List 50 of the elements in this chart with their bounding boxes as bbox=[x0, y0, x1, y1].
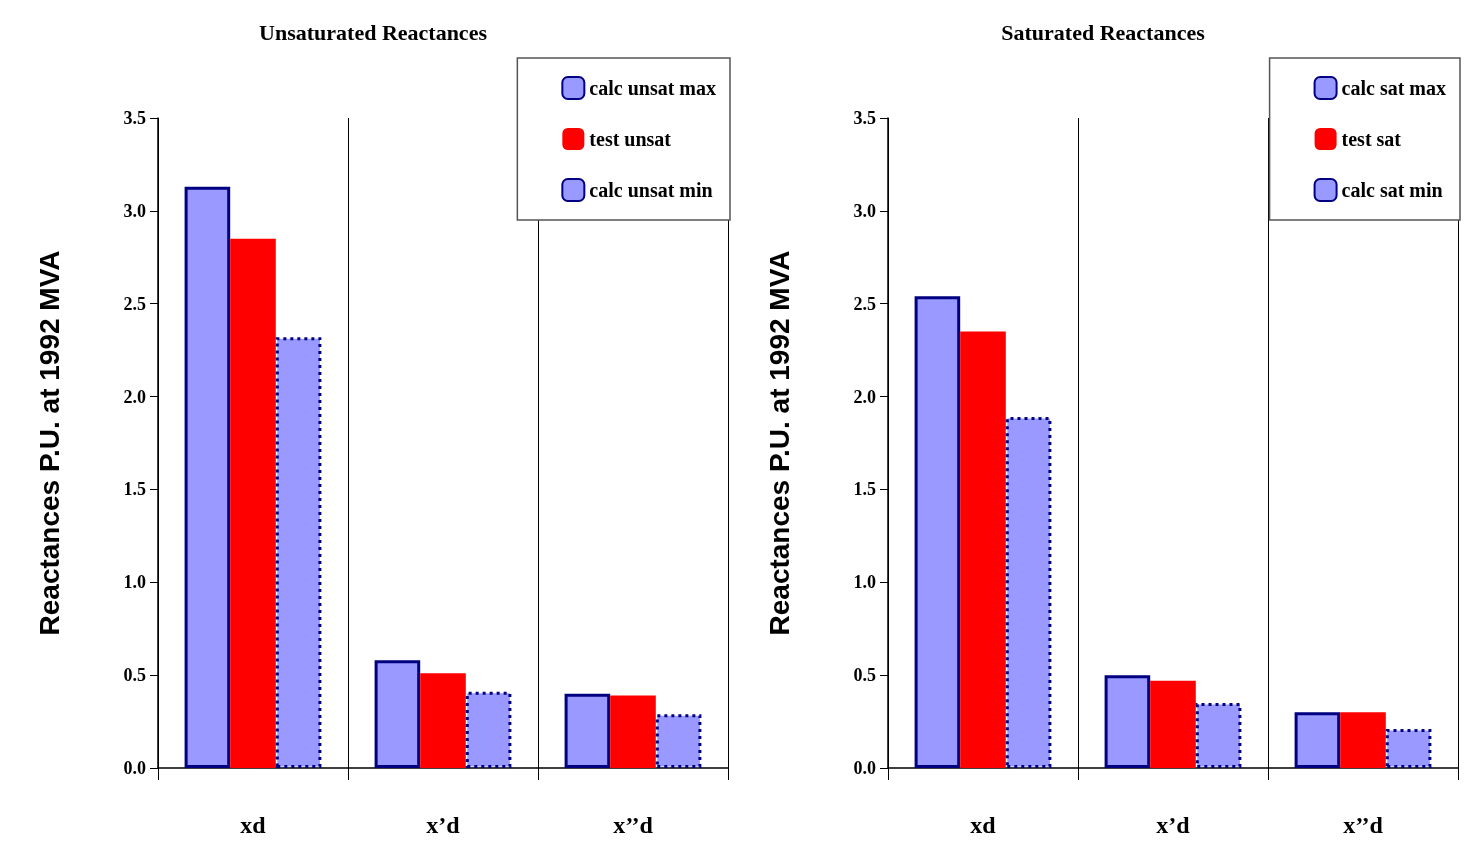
x-tick-label: xd bbox=[970, 812, 997, 838]
y-axis-title: Reactances P.U. at 1992 MVA bbox=[33, 250, 65, 636]
x-tick-label: xd bbox=[240, 812, 267, 838]
legend-label: calc sat min bbox=[1341, 179, 1443, 201]
bar bbox=[1104, 675, 1151, 768]
y-tick-label: 2.0 bbox=[853, 386, 876, 407]
y-tick-label: 2.5 bbox=[853, 293, 876, 314]
y-tick-label: 2.0 bbox=[123, 386, 146, 407]
legend-label: calc sat max bbox=[1341, 77, 1447, 99]
y-tick-label: 0.5 bbox=[853, 665, 876, 686]
y-tick-label: 1.0 bbox=[123, 572, 146, 593]
y-tick-label: 1.5 bbox=[123, 479, 146, 500]
bar bbox=[960, 331, 1006, 768]
bar bbox=[564, 693, 611, 768]
chart-title: Unsaturated Reactances bbox=[259, 19, 488, 45]
legend-label: test sat bbox=[1341, 128, 1402, 150]
bar bbox=[1294, 712, 1341, 768]
legend-label: calc unsat max bbox=[589, 77, 717, 99]
bar bbox=[374, 660, 421, 768]
y-tick-label: 2.5 bbox=[123, 293, 146, 314]
y-tick-label: 3.5 bbox=[123, 108, 146, 128]
x-tick-label: x’’d bbox=[1343, 812, 1384, 838]
bar bbox=[1005, 417, 1052, 768]
bar bbox=[1150, 680, 1196, 768]
chart-title: Saturated Reactances bbox=[1001, 19, 1206, 45]
bar bbox=[1385, 729, 1432, 768]
bar bbox=[420, 673, 466, 768]
y-tick-label: 3.0 bbox=[853, 200, 876, 221]
bar bbox=[655, 714, 702, 768]
bar bbox=[465, 691, 512, 768]
bar bbox=[230, 238, 276, 768]
y-axis-title: Reactances P.U. at 1992 MVA bbox=[763, 250, 795, 636]
legend-label: test unsat bbox=[589, 128, 672, 150]
y-tick-label: 0.0 bbox=[123, 758, 146, 778]
bar bbox=[1340, 712, 1386, 768]
y-tick-label: 0.5 bbox=[123, 665, 146, 686]
y-tick-label: 3.5 bbox=[853, 108, 876, 128]
y-tick-label: 1.5 bbox=[853, 479, 876, 500]
x-tick-label: x’d bbox=[426, 812, 461, 838]
bar bbox=[914, 296, 961, 768]
bar bbox=[184, 186, 231, 768]
legend-label: calc unsat min bbox=[589, 179, 713, 201]
bar bbox=[275, 337, 322, 768]
bar bbox=[1195, 703, 1242, 768]
x-tick-label: x’d bbox=[1156, 812, 1191, 838]
bar bbox=[610, 695, 656, 768]
y-tick-label: 3.0 bbox=[123, 200, 146, 221]
x-tick-label: x’’d bbox=[613, 812, 654, 838]
y-tick-label: 0.0 bbox=[853, 758, 876, 778]
y-tick-label: 1.0 bbox=[853, 572, 876, 593]
